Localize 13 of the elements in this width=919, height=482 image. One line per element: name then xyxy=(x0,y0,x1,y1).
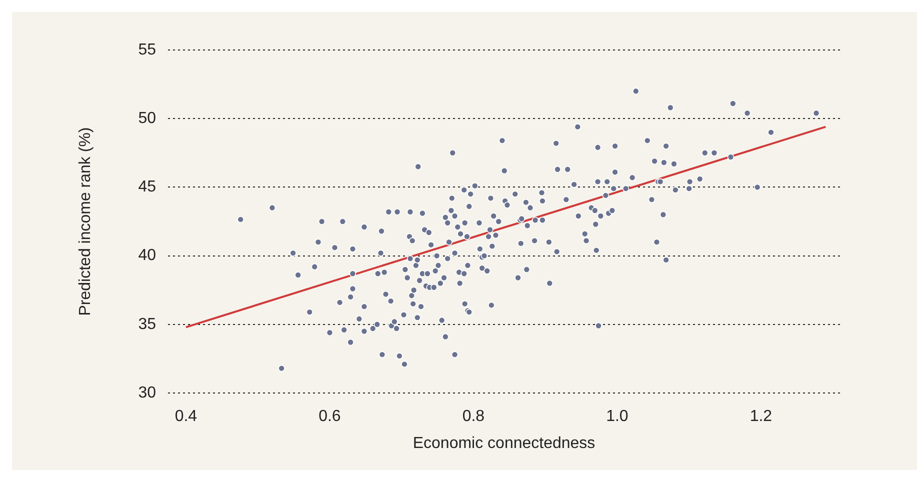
x-tick-label: 0.6 xyxy=(318,408,341,426)
y-tick-label: 55 xyxy=(138,41,156,58)
y-tick-label: 40 xyxy=(138,247,156,264)
x-tick-label: 1.0 xyxy=(606,408,628,426)
y-tick-label: 30 xyxy=(138,384,156,402)
x-tick-label: 0.4 xyxy=(174,408,198,426)
y-tick-label: 50 xyxy=(138,110,156,128)
y-axis-title: Predicted income rank (%) xyxy=(77,127,94,316)
x-tick-label: 1.2 xyxy=(750,408,772,426)
x-tick-label: 0.8 xyxy=(462,408,485,426)
y-tick-label: 45 xyxy=(138,178,156,196)
x-axis-title: Economic connectedness xyxy=(412,434,596,452)
y-tick-label: 35 xyxy=(138,316,156,333)
